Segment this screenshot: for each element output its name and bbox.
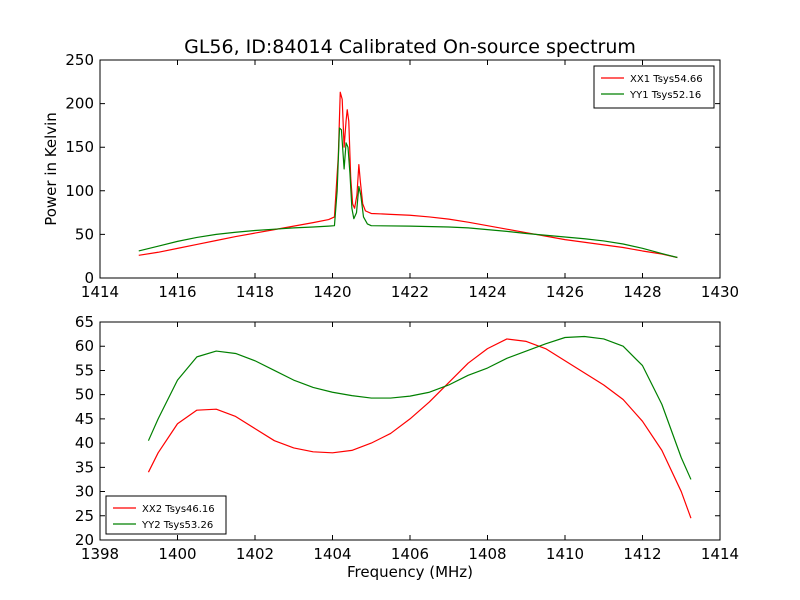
- y-axis-label: Power in Kelvin: [42, 112, 60, 226]
- x-tick-label: 1424: [468, 283, 506, 301]
- x-tick-label: 1416: [158, 283, 196, 301]
- x-tick-label: 1428: [623, 283, 661, 301]
- y-tick-label: 50: [75, 225, 94, 243]
- x-tick-label: 1400: [158, 545, 196, 563]
- series-line-2: [138, 127, 678, 259]
- x-tick-label: 1398: [81, 545, 119, 563]
- y-tick-label: 30: [75, 483, 94, 501]
- legend: XX1 Tsys54.66 YY1 Tsys52.16: [593, 65, 715, 109]
- y-tick-label: 55: [75, 361, 94, 379]
- x-tick-label: 1414: [81, 283, 119, 301]
- y-tick-label: 20: [75, 531, 94, 549]
- legend-label: XX1 Tsys54.66: [630, 74, 703, 85]
- x-tick-label: 1426: [546, 283, 584, 301]
- top-panel: 1414 1416 1418 1420 1422 1424 1426 1428 1430 0 50 1…: [42, 51, 739, 301]
- x-tick-label: 1420: [313, 283, 351, 301]
- y-tick-label: 150: [65, 138, 94, 156]
- legend: XX2 Tsys46.16 YY2 Tsys53.26: [105, 495, 227, 535]
- y-tick-label: 45: [75, 410, 94, 428]
- series-line-1: [147, 338, 692, 519]
- x-tick-label: 1412: [623, 545, 661, 563]
- y-tick-label: 250: [65, 51, 94, 69]
- x-tick-label: 1408: [468, 545, 506, 563]
- series-line-2: [147, 335, 692, 480]
- legend-label: YY1 Tsys52.16: [629, 90, 701, 101]
- bottom-panel: 1398 1400 1402 1404 1406 1408 1410 1412 1414 20 25…: [75, 313, 739, 581]
- chart-title: GL56, ID:84014 Calibrated On-source spec…: [184, 36, 636, 58]
- y-tick-label: 50: [75, 386, 94, 404]
- y-tick-label: 200: [65, 95, 94, 113]
- y-tick-label: 65: [75, 313, 94, 331]
- legend-label: XX2 Tsys46.16: [142, 504, 215, 515]
- x-tick-label: 1406: [391, 545, 429, 563]
- y-tick-label: 40: [75, 434, 94, 452]
- legend-label: YY2 Tsys53.26: [141, 520, 213, 531]
- x-tick-label: 1418: [236, 283, 274, 301]
- y-tick-label: 0: [84, 269, 94, 287]
- y-tick-label: 35: [75, 458, 94, 476]
- x-tick-label: 1404: [313, 545, 351, 563]
- x-tick-label: 1422: [391, 283, 429, 301]
- y-tick-label: 100: [65, 182, 94, 200]
- y-tick-label: 60: [75, 337, 94, 355]
- x-tick-label: 1410: [546, 545, 584, 563]
- x-tick-label: 1430: [701, 283, 739, 301]
- x-axis-label: Frequency (MHz): [347, 563, 473, 581]
- x-tick-label: 1414: [701, 545, 739, 563]
- series-line-1: [138, 91, 678, 259]
- y-tick-label: 25: [75, 507, 94, 525]
- x-tick-label: 1402: [236, 545, 274, 563]
